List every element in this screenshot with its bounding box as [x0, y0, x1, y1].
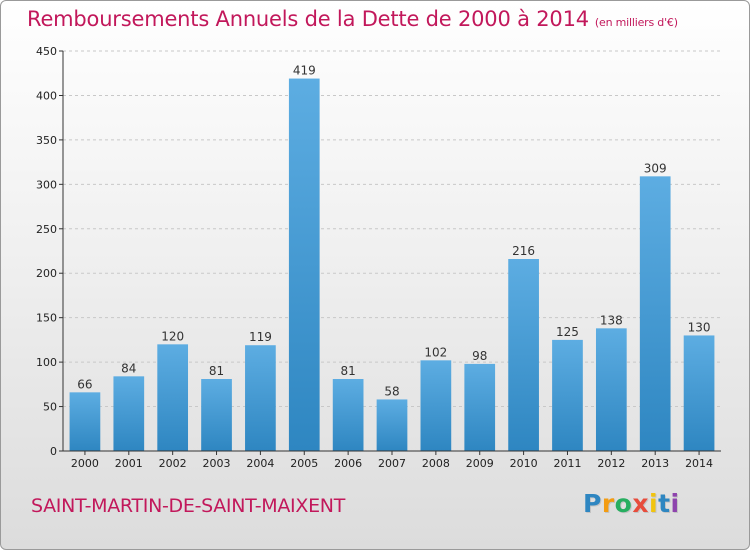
bar [157, 344, 189, 451]
data-label: 58 [384, 384, 399, 398]
bar [683, 335, 715, 451]
logo-letter: P [583, 489, 602, 518]
data-label: 138 [600, 313, 623, 327]
data-label: 81 [209, 364, 224, 378]
x-tick-label: 2000 [71, 457, 99, 470]
y-tick-label: 200 [36, 267, 57, 280]
bar [332, 379, 364, 451]
data-label: 309 [644, 161, 667, 175]
logo-letter: o [614, 489, 633, 518]
logo-letter: i [670, 489, 680, 518]
y-tick-label: 350 [36, 134, 57, 147]
chart-title: Remboursements Annuels de la Dette de 20… [27, 7, 678, 31]
commune-name: SAINT-MARTIN-DE-SAINT-MAIXENT [31, 495, 346, 517]
bar [245, 345, 276, 451]
bar [376, 399, 408, 451]
x-tick-label: 2012 [597, 457, 625, 470]
bar [639, 176, 671, 452]
data-label: 81 [340, 364, 355, 378]
chart-title-text: Remboursements Annuels de la Dette de 20… [27, 7, 589, 31]
bar [464, 363, 496, 451]
x-tick-label: 2008 [422, 457, 450, 470]
bar [201, 379, 232, 451]
y-tick-label: 450 [36, 45, 57, 58]
x-tick-label: 2002 [159, 457, 187, 470]
y-tick-label: 300 [36, 178, 57, 191]
x-tick-label: 2013 [641, 457, 669, 470]
data-label: 84 [121, 361, 136, 375]
x-tick-label: 2010 [510, 457, 538, 470]
bar [69, 392, 101, 451]
data-label: 102 [424, 345, 447, 359]
logo-letter: r [601, 489, 615, 518]
x-tick-label: 2007 [378, 457, 406, 470]
data-label: 125 [556, 325, 579, 339]
bar [420, 360, 452, 451]
data-label: 66 [77, 377, 92, 391]
x-tick-label: 2009 [466, 457, 494, 470]
logo-letter: x [632, 489, 649, 518]
data-label: 119 [249, 330, 272, 344]
axes: 0 50 100 150 200 250 300 350 400 450 2000 2001 2002 2… [36, 45, 721, 470]
x-tick-label: 2011 [553, 457, 581, 470]
data-label: 120 [161, 329, 184, 343]
chart-subtitle: (en milliers d'€) [594, 16, 678, 29]
x-tick-label: 2004 [246, 457, 274, 470]
bar [288, 78, 320, 452]
x-tick-label: 2006 [334, 457, 362, 470]
x-tick-label: 2005 [290, 457, 318, 470]
logo-letter: t [658, 489, 671, 518]
y-tick-label: 0 [50, 445, 57, 458]
data-label: 216 [512, 244, 535, 258]
bars: 66 84 120 81 119 419 81 58 102 98 216 125 138 309 130 [69, 64, 715, 452]
bar [113, 376, 145, 451]
x-tick-label: 2003 [203, 457, 231, 470]
proxiti-logo: Proxiti [583, 489, 680, 518]
y-tick-label: 150 [36, 312, 57, 325]
data-label: 98 [472, 349, 487, 363]
x-tick-label: 2014 [685, 457, 713, 470]
bar [595, 328, 627, 451]
bar [508, 259, 539, 451]
y-tick-label: 400 [36, 89, 57, 102]
data-label: 419 [293, 64, 316, 78]
logo-letter: i [649, 489, 659, 518]
y-tick-label: 100 [36, 356, 57, 369]
data-label: 130 [688, 320, 711, 334]
y-tick-label: 50 [43, 401, 57, 414]
x-tick-label: 2001 [115, 457, 143, 470]
y-tick-label: 250 [36, 223, 57, 236]
bar [552, 339, 583, 451]
